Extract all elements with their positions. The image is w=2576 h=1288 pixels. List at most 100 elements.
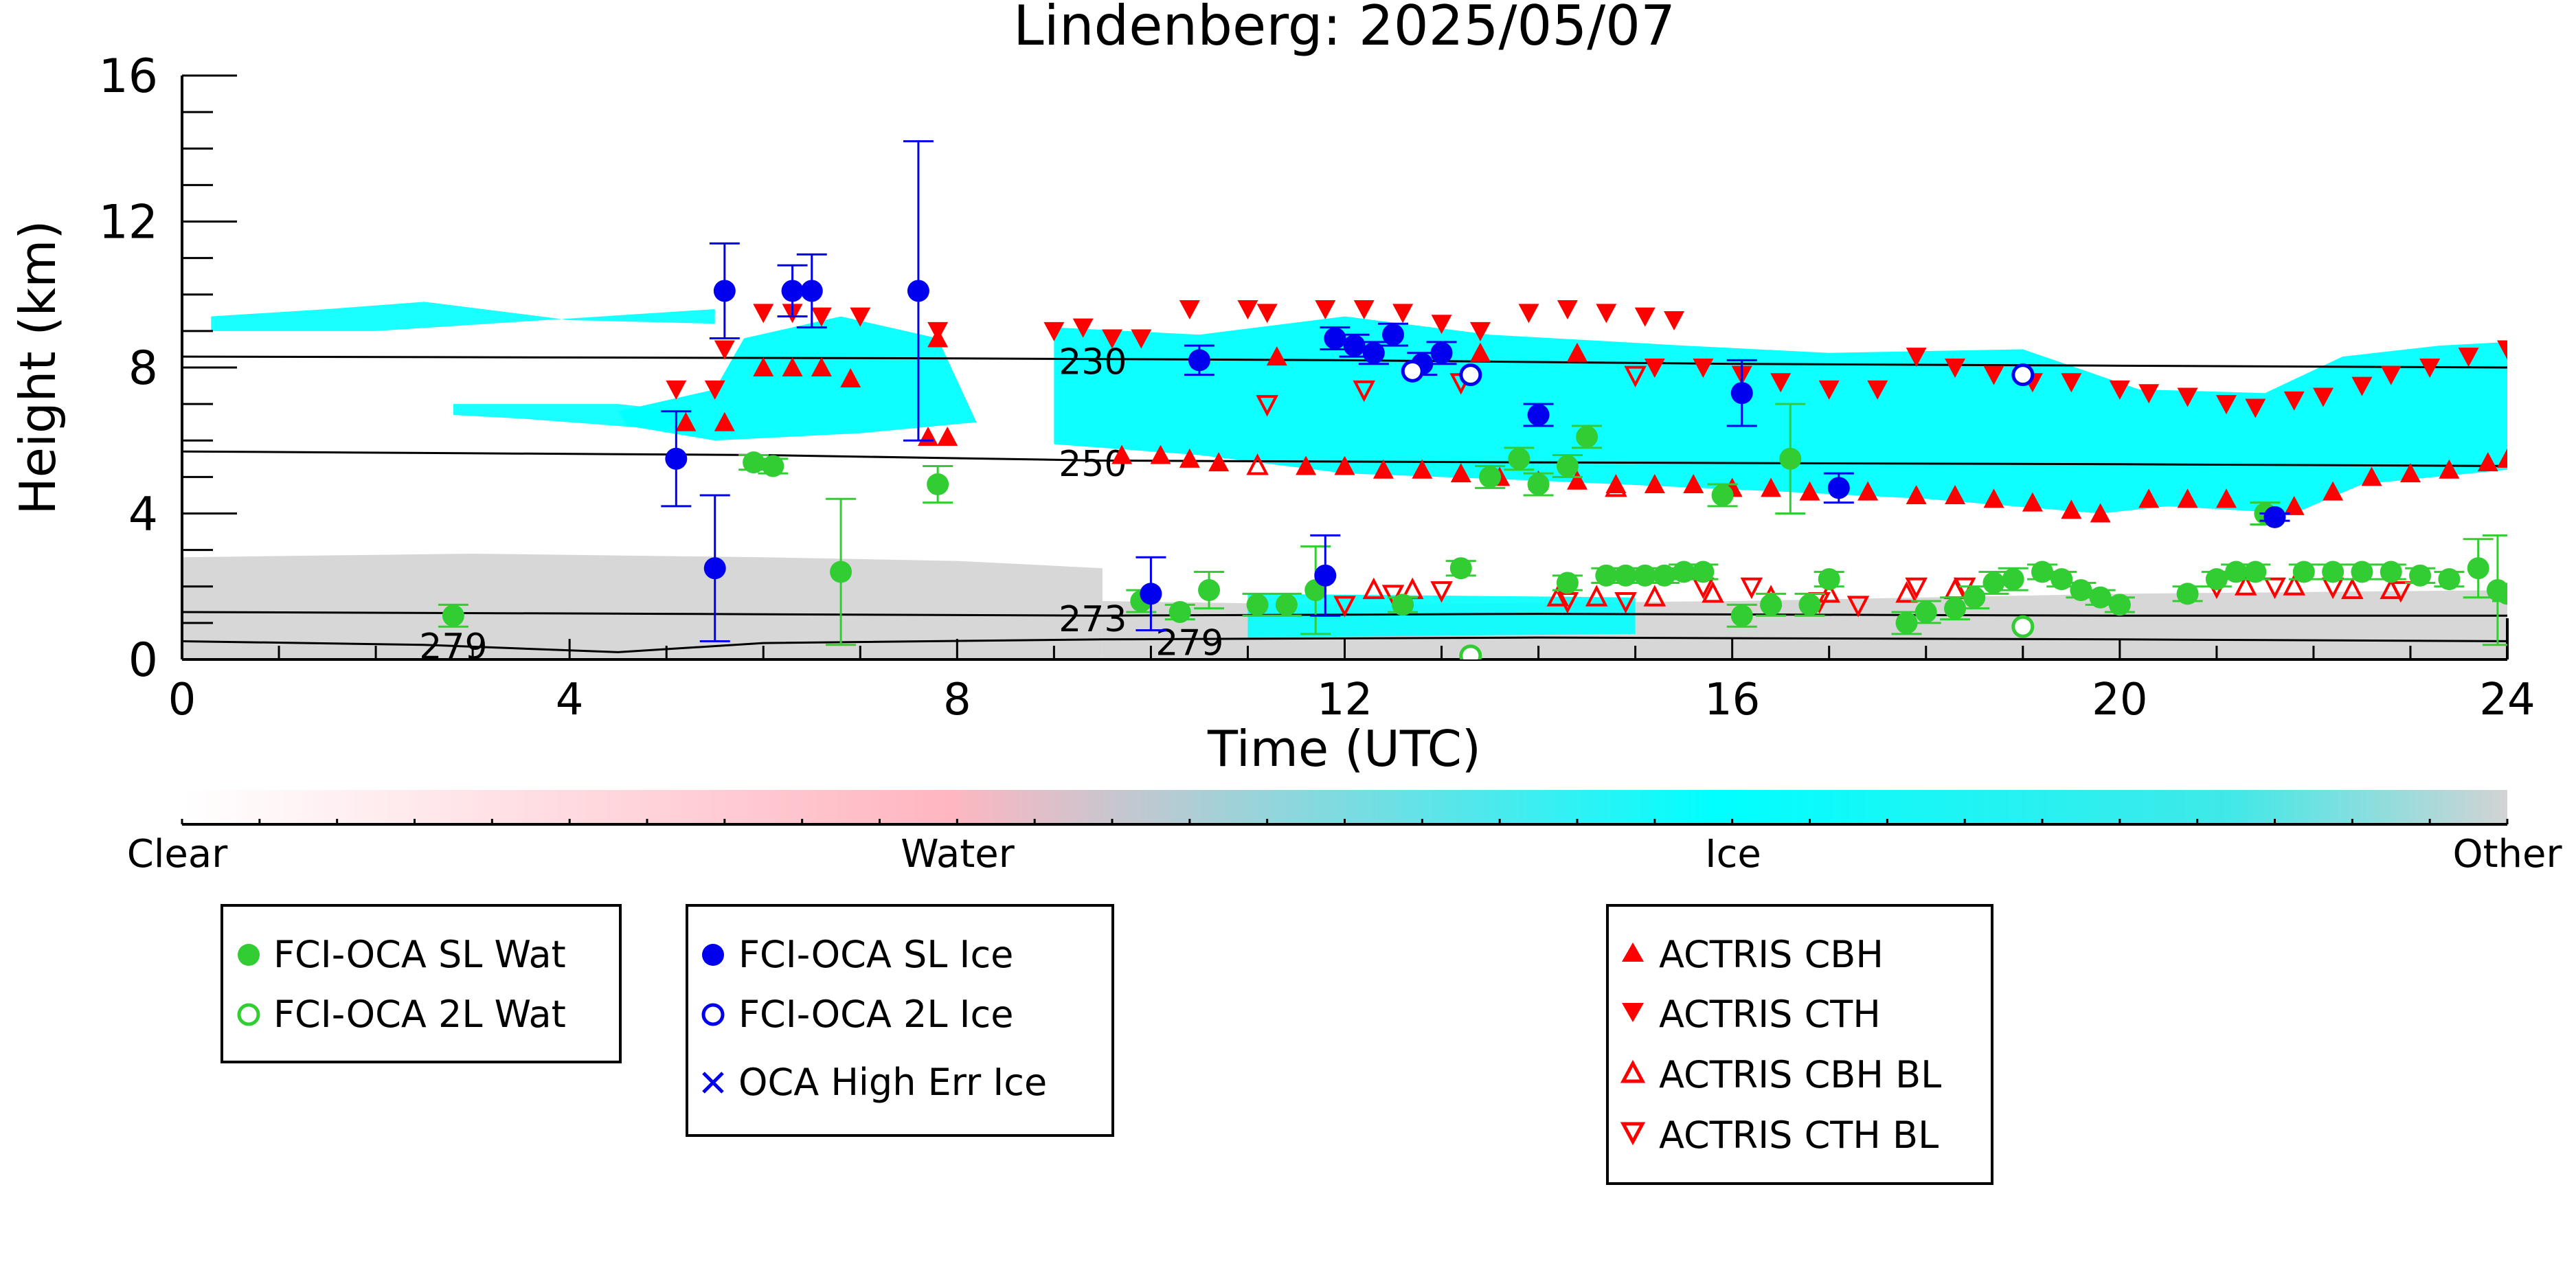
actris-cbh-marker <box>2477 452 2498 472</box>
legend-label-cbh-bl: ACTRIS CBH BL <box>1659 1053 1941 1096</box>
actris-cth-marker <box>1644 359 1665 378</box>
contour-label-279: 279 <box>419 626 487 668</box>
sl-ice-marker <box>1188 349 1210 372</box>
x-tick-label: 4 <box>556 675 584 725</box>
actris-cth-marker <box>1256 304 1278 324</box>
actris-cbh-marker <box>2022 492 2043 512</box>
x-ticks: 0 4 8 12 16 20 24 <box>168 639 2535 725</box>
2l-wat-marker <box>2011 615 2035 638</box>
actris-cth-marker <box>2458 348 2479 368</box>
sl-wat-marker <box>1818 568 1840 591</box>
legend-label-cbh: ACTRIS CBH <box>1659 933 1884 976</box>
actris-cth-marker <box>1072 318 1094 338</box>
actris-cbh-marker <box>1567 470 1588 490</box>
actris-cth-marker <box>850 307 871 327</box>
sl-wat-marker <box>1275 594 1298 616</box>
actris-cbh-bl-marker <box>1362 577 1386 600</box>
actris-cbh-marker <box>811 357 832 376</box>
y-tick-label: 8 <box>128 341 158 396</box>
colorbar-label-other: Other <box>2452 832 2562 877</box>
actris-cbh-marker <box>2283 495 2305 515</box>
actris-cbh-marker <box>1567 342 1588 362</box>
actris-cth-marker <box>753 304 774 324</box>
sl-wat-marker <box>1479 466 1502 488</box>
sl-wat-marker <box>2292 561 2315 583</box>
sl-wat-marker <box>743 451 765 474</box>
actris-cth-marker <box>811 307 832 327</box>
y-ticks: 0 4 8 12 16 <box>98 49 237 688</box>
sl-wat-marker <box>2438 568 2461 591</box>
sl-ice-marker <box>1730 382 1753 405</box>
actris-cth-marker <box>1179 300 1200 319</box>
sl-wat-marker <box>1508 447 1530 470</box>
legend-marker-cbh <box>1622 942 1644 962</box>
actris-cth-bl-marker <box>2263 577 2286 600</box>
x-tick-label: 12 <box>1317 675 1372 725</box>
actris-cth-marker <box>1906 348 1927 368</box>
actris-cth-marker <box>2138 384 2160 404</box>
actris-cth-bl-marker <box>1740 577 1763 600</box>
actris-cth-bl-marker <box>1333 596 1356 618</box>
sl-wat-marker <box>2496 583 2507 605</box>
sl-wat-marker <box>1168 600 1191 623</box>
actris-cbh-marker <box>1266 346 1287 366</box>
actris-cth-bl-marker <box>1846 596 1870 618</box>
sl-ice-marker <box>1324 327 1346 350</box>
legend-label-high-err-ice: OCA High Err Ice <box>738 1061 1047 1104</box>
sl-wat-marker <box>2380 561 2402 583</box>
actris-cth-marker <box>1102 329 1122 349</box>
actris-cbh-marker <box>2323 481 2344 501</box>
actris-cbh-marker <box>2177 488 2198 508</box>
sl-wat-marker <box>2351 561 2373 583</box>
x-axis-label: Time (UTC) <box>1207 720 1481 778</box>
actris-cth-marker <box>714 340 735 360</box>
sl-wat-marker <box>2205 568 2228 591</box>
x-tick-label: 0 <box>168 675 196 725</box>
sl-wat-marker <box>1711 484 1734 506</box>
actris-cbh-marker <box>2215 488 2237 508</box>
actris-cbh-marker <box>1644 474 1665 493</box>
sl-wat-marker <box>2322 561 2345 583</box>
actris-cth-marker <box>1867 380 1888 400</box>
actris-cbh-marker <box>840 368 861 387</box>
actris-cth-marker <box>666 380 687 400</box>
actris-cbh-marker <box>2138 488 2160 508</box>
sl-wat-marker <box>2108 594 2131 616</box>
y-tick-label: 16 <box>98 49 158 104</box>
sl-ice-marker <box>1527 404 1550 427</box>
actris-cth-marker <box>2351 376 2373 396</box>
actris-cbh-marker <box>1469 342 1491 362</box>
actris-cbh-marker <box>782 357 803 376</box>
actris-cth-marker <box>1469 321 1491 341</box>
legend-marker-2l-wat <box>237 1003 260 1026</box>
legend-marker-sl-ice <box>702 944 724 966</box>
actris-cth-bl-marker <box>1353 380 1376 403</box>
contour-label-279: 279 <box>1155 622 1223 664</box>
y-axis-label: Height (km) <box>9 221 67 515</box>
sl-wat-marker <box>1198 579 1221 602</box>
actris-cbh-bl-marker <box>1643 585 1667 607</box>
actris-cth-marker <box>1634 307 1656 327</box>
sl-wat-marker <box>2002 568 2024 591</box>
legend-marker-cth-bl <box>1620 1122 1646 1146</box>
sl-ice-marker <box>665 447 688 470</box>
legend-box-water <box>221 904 622 1063</box>
actris-cbh-marker <box>1683 474 1704 493</box>
actris-cth-marker <box>2109 380 2130 400</box>
data-markers <box>438 140 2507 659</box>
y-tick-label: 12 <box>98 196 158 250</box>
sl-wat-marker <box>1634 564 1656 587</box>
actris-cbh-marker <box>1111 444 1133 464</box>
actris-cbh-marker <box>1412 459 1433 479</box>
curtain-ice-morning <box>618 316 977 441</box>
legend-marker-sl-wat <box>238 944 260 966</box>
sl-wat-marker <box>1760 594 1783 616</box>
curtain-ice-main <box>1054 316 2507 514</box>
actris-cth-marker <box>1596 304 1617 324</box>
sl-ice-marker <box>1430 341 1453 364</box>
actris-cth-marker <box>1431 315 1452 335</box>
colorbar-gradient <box>182 790 2507 824</box>
sl-ice-marker <box>907 280 929 302</box>
2l-ice-marker <box>2011 363 2035 387</box>
actris-cbh-bl-marker <box>2341 577 2364 600</box>
